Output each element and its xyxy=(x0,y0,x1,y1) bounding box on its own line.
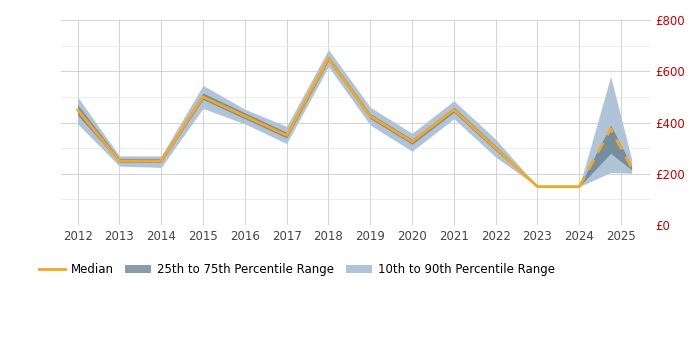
Legend: Median, 25th to 75th Percentile Range, 10th to 90th Percentile Range: Median, 25th to 75th Percentile Range, 1… xyxy=(34,258,559,281)
